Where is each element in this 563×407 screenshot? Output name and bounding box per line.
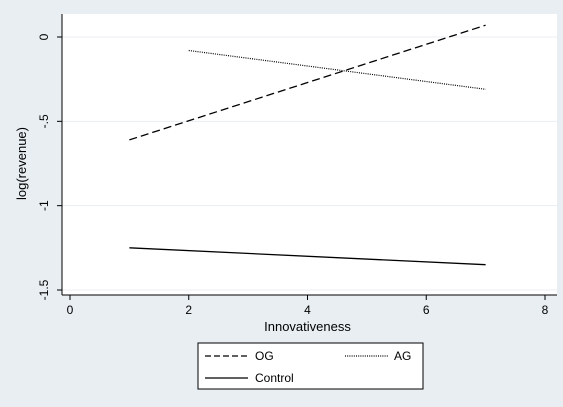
x-tick-label-4: 8 (542, 303, 549, 317)
y-axis-label: log(revenue) (14, 127, 29, 200)
x-tick-label-0: 0 (67, 303, 74, 317)
x-tick-label-3: 6 (423, 303, 430, 317)
series-line-og (129, 24, 486, 141)
series-lines (129, 24, 486, 266)
plot-area (62, 14, 557, 295)
y-tick-label-1: -.5 (37, 114, 51, 128)
x-tick-label-2: 4 (304, 303, 311, 317)
y-tick-label-0: 0 (37, 33, 51, 40)
y-tick-label-2: -1 (37, 200, 51, 211)
legend-box (197, 342, 424, 390)
legend-label-control: Control (255, 371, 294, 385)
axes: 0 2 4 6 8 0 -.5 -1 -1.5 (37, 14, 557, 317)
series-line-control (129, 247, 486, 266)
legend-label-og: OG (255, 349, 274, 363)
x-axis-label: Innovativeness (264, 319, 351, 334)
x-tick-label-1: 2 (185, 303, 192, 317)
series-line-ag (188, 49, 486, 90)
legend: OG AG Control (197, 342, 424, 390)
legend-label-ag: AG (394, 349, 411, 363)
y-tick-label-3: -1.5 (37, 279, 51, 300)
grid-lines (62, 36, 557, 291)
